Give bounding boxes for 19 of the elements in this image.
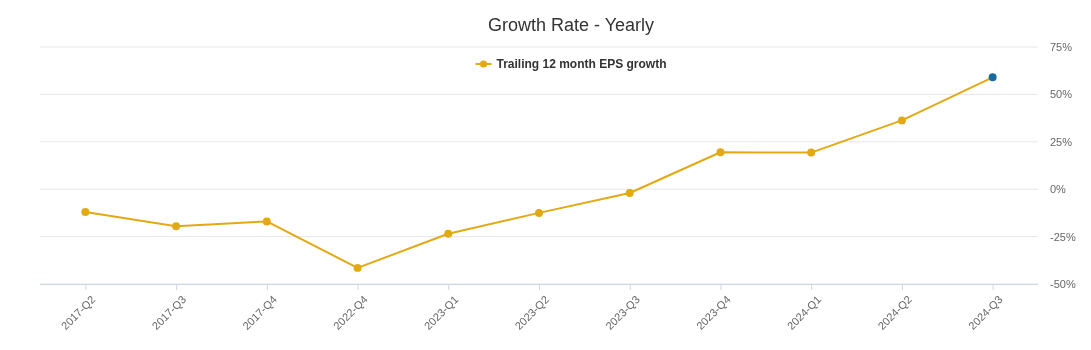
y-tick-label: 25% — [1050, 135, 1073, 148]
point — [444, 229, 453, 238]
point — [988, 73, 997, 82]
point — [81, 207, 90, 216]
chart-title: Growth Rate - Yearly — [487, 15, 655, 35]
y-tick-label: 0% — [1050, 183, 1067, 196]
point — [716, 148, 725, 157]
point — [625, 189, 634, 197]
point — [262, 217, 271, 226]
point — [353, 263, 362, 272]
point — [535, 208, 543, 217]
point — [807, 148, 816, 157]
point — [172, 222, 181, 231]
y-tick-label: 75% — [1050, 41, 1073, 54]
y-tick-label: -25% — [1050, 230, 1076, 243]
y-tick-label: -50% — [1050, 278, 1076, 291]
y-tick-label: 50% — [1050, 88, 1073, 101]
legend-label: Trailing 12 month EPS growth — [496, 57, 667, 71]
point — [897, 116, 906, 125]
